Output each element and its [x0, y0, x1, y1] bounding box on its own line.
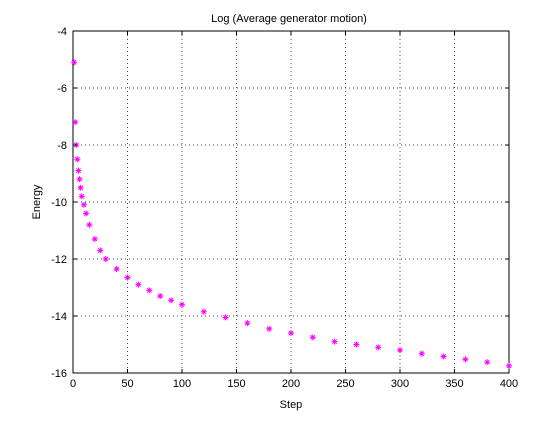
- data-point: [397, 347, 403, 354]
- data-point: [146, 287, 153, 294]
- data-point: [157, 293, 164, 300]
- data-point: [83, 210, 90, 217]
- y-tick-label: -6: [57, 83, 67, 95]
- data-point: [288, 330, 294, 337]
- x-tick-label: 50: [121, 378, 133, 390]
- data-point: [135, 281, 142, 288]
- data-point: [97, 247, 104, 254]
- grid-lines: [73, 31, 509, 373]
- data-point: [77, 184, 84, 191]
- data-point: [309, 334, 316, 341]
- x-tick-label: 200: [282, 378, 300, 390]
- data-point: [78, 193, 85, 200]
- data-point: [124, 274, 131, 281]
- data-point: [179, 301, 185, 308]
- y-tick-label: -16: [51, 368, 67, 380]
- data-point: [102, 256, 109, 262]
- data-point: [484, 359, 491, 366]
- chart-title: Log (Average generator motion): [211, 13, 367, 25]
- data-series: [71, 59, 512, 369]
- x-tick-label: 300: [391, 378, 409, 390]
- data-point: [75, 167, 82, 174]
- data-point: [200, 308, 207, 315]
- data-point: [113, 265, 120, 272]
- data-point: [244, 320, 251, 327]
- x-tick-label: 0: [70, 378, 76, 390]
- y-axis-label: Energy: [31, 184, 43, 219]
- data-point: [76, 176, 83, 183]
- y-tick-label: -14: [51, 311, 67, 323]
- data-point: [86, 221, 93, 228]
- axis-ticks: 0 50 100 150 200 250 300 350 400 -16 -14 -12 -10 -8 -6…: [51, 26, 518, 390]
- data-point: [353, 341, 360, 348]
- x-tick-label: 350: [445, 378, 463, 390]
- data-point: [91, 236, 98, 243]
- x-axis-label: Step: [280, 399, 303, 411]
- data-point: [331, 338, 338, 345]
- y-tick-label: -8: [57, 140, 67, 152]
- data-point: [462, 356, 469, 363]
- y-tick-label: -12: [51, 254, 67, 266]
- data-point: [168, 297, 175, 304]
- data-point: [72, 119, 79, 126]
- data-point: [440, 353, 447, 360]
- y-tick-label: -10: [51, 197, 67, 209]
- data-point: [74, 156, 81, 163]
- x-tick-label: 150: [227, 378, 245, 390]
- x-tick-label: 250: [336, 378, 354, 390]
- data-point: [222, 314, 229, 321]
- plot-area: [72, 30, 510, 374]
- data-point: [71, 59, 78, 66]
- x-tick-label: 100: [173, 378, 191, 390]
- data-point: [80, 201, 87, 208]
- data-point: [506, 362, 512, 369]
- data-point: [266, 325, 273, 332]
- x-tick-label: 400: [500, 378, 518, 390]
- data-point: [375, 344, 382, 351]
- y-tick-label: -4: [57, 26, 67, 38]
- data-point: [418, 350, 425, 357]
